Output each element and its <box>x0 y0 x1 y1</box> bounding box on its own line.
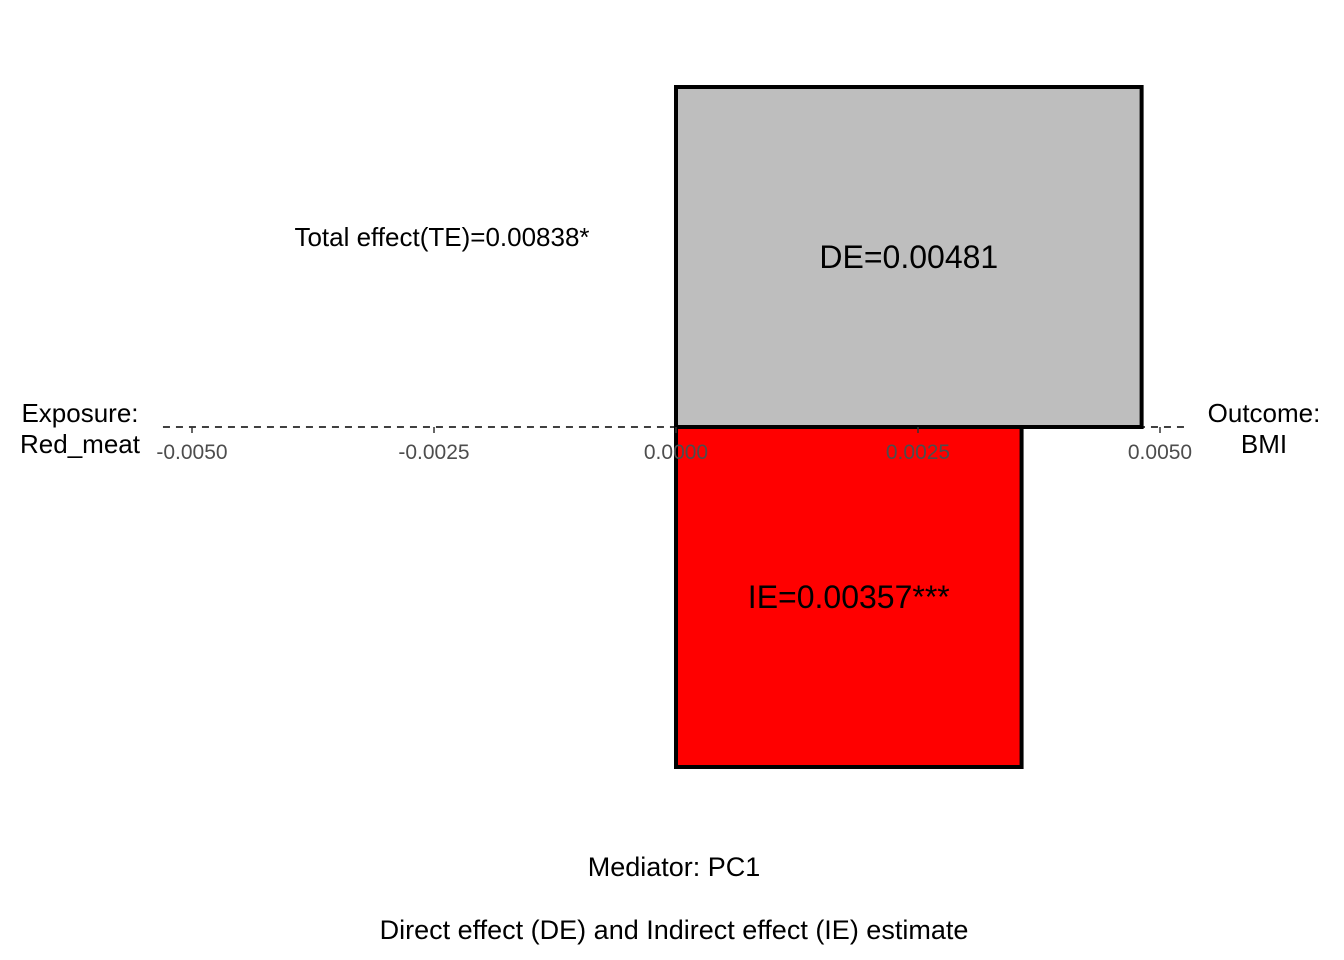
bar-de <box>674 85 1144 429</box>
bar-label-de: DE=0.00481 <box>819 239 998 275</box>
mediator-label: Mediator: PC1 <box>588 852 761 882</box>
x-tick-label: 0.0025 <box>886 441 950 464</box>
x-tick-label: 0.0000 <box>644 441 708 464</box>
outcome-label-line1: Outcome: <box>1208 398 1321 428</box>
outcome-label-line2: BMI <box>1241 429 1287 459</box>
x-tick-label: -0.0050 <box>156 441 227 464</box>
exposure-label-line2: Red_meat <box>20 429 141 459</box>
exposure-label-line1: Exposure: <box>21 398 138 428</box>
bar-label-ie: IE=0.00357*** <box>748 579 950 615</box>
x-tick-label: 0.0050 <box>1128 441 1192 464</box>
x-tick-label: -0.0025 <box>398 441 469 464</box>
x-ticks: -0.0050 -0.0025 0.0000 0.0025 0.0050 <box>156 427 1192 464</box>
bar-ie <box>674 425 1024 769</box>
total-effect-label: Total effect(TE)=0.00838* <box>294 222 589 252</box>
bars: DE=0.00481 IE=0.00357*** <box>674 85 1144 769</box>
chart-caption: Direct effect (DE) and Indirect effect (… <box>380 915 969 945</box>
